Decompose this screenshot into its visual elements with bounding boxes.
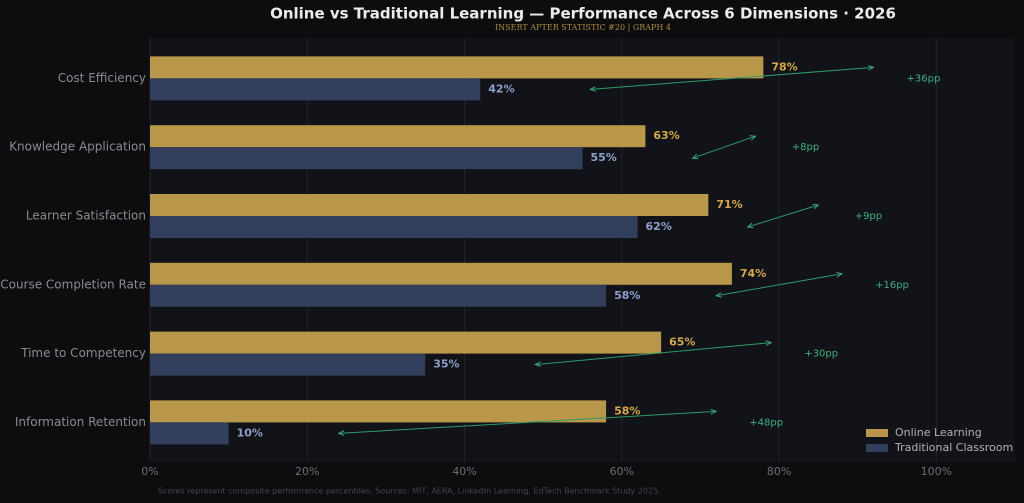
footnote: Scores represent composite performance p… (158, 487, 661, 496)
subtitle: INSERT AFTER STATISTIC #20 | GRAPH 4 (495, 23, 671, 32)
x-tick-label: 60% (610, 465, 634, 478)
x-tick-label: 80% (767, 465, 791, 478)
value-label: 35% (433, 358, 459, 371)
value-label: 55% (591, 151, 617, 164)
value-label: 63% (653, 129, 679, 142)
annotation: +48pp (749, 417, 783, 428)
difference-arrow (693, 136, 756, 158)
y-tick-label: Learner Satisfaction (26, 209, 146, 223)
y-tick-label: Knowledge Application (9, 140, 146, 154)
value-label: 65% (669, 336, 695, 349)
y-tick-label: Information Retention (15, 415, 146, 429)
bar (150, 78, 481, 101)
value-label: 42% (488, 82, 514, 95)
value-label: 78% (771, 60, 797, 73)
bar (150, 194, 709, 216)
x-tick-label: 100% (921, 465, 952, 478)
legend-swatch (866, 429, 888, 437)
bar (150, 147, 583, 170)
annotation: +9pp (855, 211, 882, 222)
difference-arrow (339, 411, 716, 433)
legend-swatch (866, 444, 888, 452)
legend-label: Traditional Classroom (894, 441, 1013, 454)
bar (150, 353, 426, 376)
value-label: 71% (716, 198, 742, 211)
value-label: 58% (614, 289, 640, 302)
annotation: +16pp (875, 280, 909, 291)
bar (150, 56, 764, 79)
value-label: 10% (237, 426, 263, 439)
x-tick-label: 0% (141, 465, 158, 478)
value-label: 58% (614, 404, 640, 417)
x-tick-label: 40% (452, 465, 476, 478)
annotation: +30pp (804, 349, 838, 360)
bar (150, 422, 229, 445)
difference-arrow (748, 205, 819, 227)
y-tick-label: Course Completion Rate (0, 277, 146, 291)
chart-title: Online vs Traditional Learning — Perform… (270, 5, 896, 23)
value-label: 74% (740, 267, 766, 280)
bar (150, 125, 646, 148)
y-tick-label: Time to Competency (20, 346, 146, 360)
x-tick-label: 20% (295, 465, 319, 478)
bar (150, 284, 607, 307)
plot-area (150, 38, 1015, 462)
bar (150, 216, 638, 238)
bar (150, 262, 732, 285)
bar (150, 331, 662, 354)
annotation: +8pp (792, 142, 819, 153)
difference-arrow (535, 343, 771, 365)
value-label: 62% (646, 220, 672, 233)
difference-arrow (716, 274, 842, 296)
difference-arrow (590, 67, 873, 89)
bar (150, 400, 607, 423)
legend-label: Online Learning (895, 426, 982, 439)
annotation: +36pp (907, 73, 941, 84)
y-tick-label: Cost Efficiency (58, 71, 146, 85)
